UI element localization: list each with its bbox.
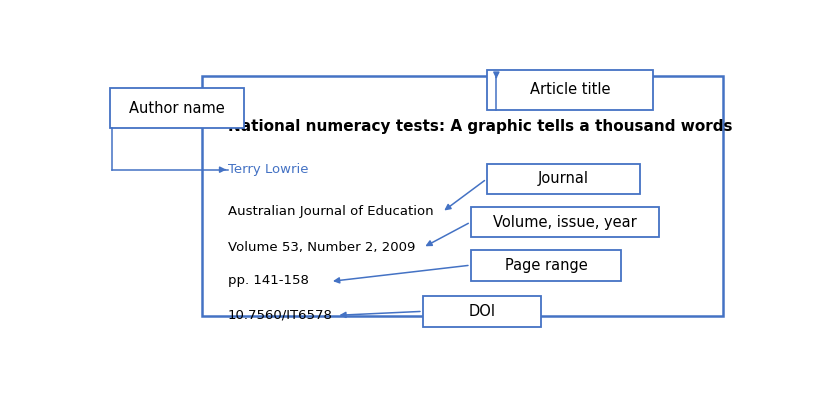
- Text: Volume, issue, year: Volume, issue, year: [493, 214, 637, 230]
- Text: National numeracy tests: A graphic tells a thousand words: National numeracy tests: A graphic tells…: [228, 119, 733, 134]
- Text: Journal: Journal: [538, 171, 589, 186]
- Text: pp. 141-158: pp. 141-158: [228, 274, 309, 287]
- Text: Author name: Author name: [129, 100, 224, 116]
- Bar: [487, 164, 640, 194]
- Text: Terry Lowrie: Terry Lowrie: [228, 164, 309, 176]
- Bar: [110, 88, 244, 128]
- Text: Volume 53, Number 2, 2009: Volume 53, Number 2, 2009: [228, 240, 415, 254]
- Bar: [202, 76, 724, 316]
- Bar: [487, 70, 653, 110]
- Bar: [471, 207, 659, 238]
- Bar: [471, 250, 621, 280]
- Text: DOI: DOI: [469, 304, 496, 319]
- Text: 10.7560/IT6578: 10.7560/IT6578: [228, 308, 332, 321]
- Text: Page range: Page range: [505, 258, 587, 273]
- Text: Australian Journal of Education: Australian Journal of Education: [228, 205, 433, 218]
- Text: Article title: Article title: [530, 82, 610, 97]
- Bar: [422, 296, 541, 327]
